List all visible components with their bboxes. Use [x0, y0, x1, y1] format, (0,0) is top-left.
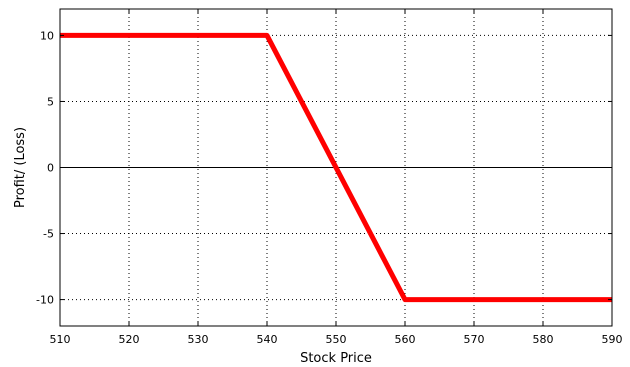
x-axis-label: Stock Price — [300, 351, 372, 366]
x-axis-ticks: 510 520 530 540 550 560 570 580 590 — [50, 9, 623, 346]
x-tick-label: 520 — [119, 333, 140, 346]
y-axis-label: Profit/ (Loss) — [13, 127, 28, 208]
payoff-line — [60, 32, 612, 303]
x-tick-label: 510 — [50, 333, 71, 346]
y-tick-label: -10 — [36, 294, 54, 307]
x-tick-label: 530 — [188, 333, 209, 346]
x-tick-label: 540 — [257, 333, 278, 346]
y-tick-label: 10 — [40, 29, 54, 42]
y-tick-label: 0 — [47, 162, 54, 175]
y-tick-label: -5 — [43, 228, 54, 241]
x-tick-label: 550 — [326, 333, 347, 346]
x-tick-label: 590 — [602, 333, 623, 346]
series-layer — [60, 32, 612, 303]
y-axis-ticks: 10 5 0 -5 -10 — [36, 29, 612, 307]
x-tick-label: 580 — [533, 333, 554, 346]
y-tick-label: 5 — [47, 95, 54, 108]
x-tick-label: 560 — [395, 333, 416, 346]
x-tick-label: 570 — [464, 333, 485, 346]
